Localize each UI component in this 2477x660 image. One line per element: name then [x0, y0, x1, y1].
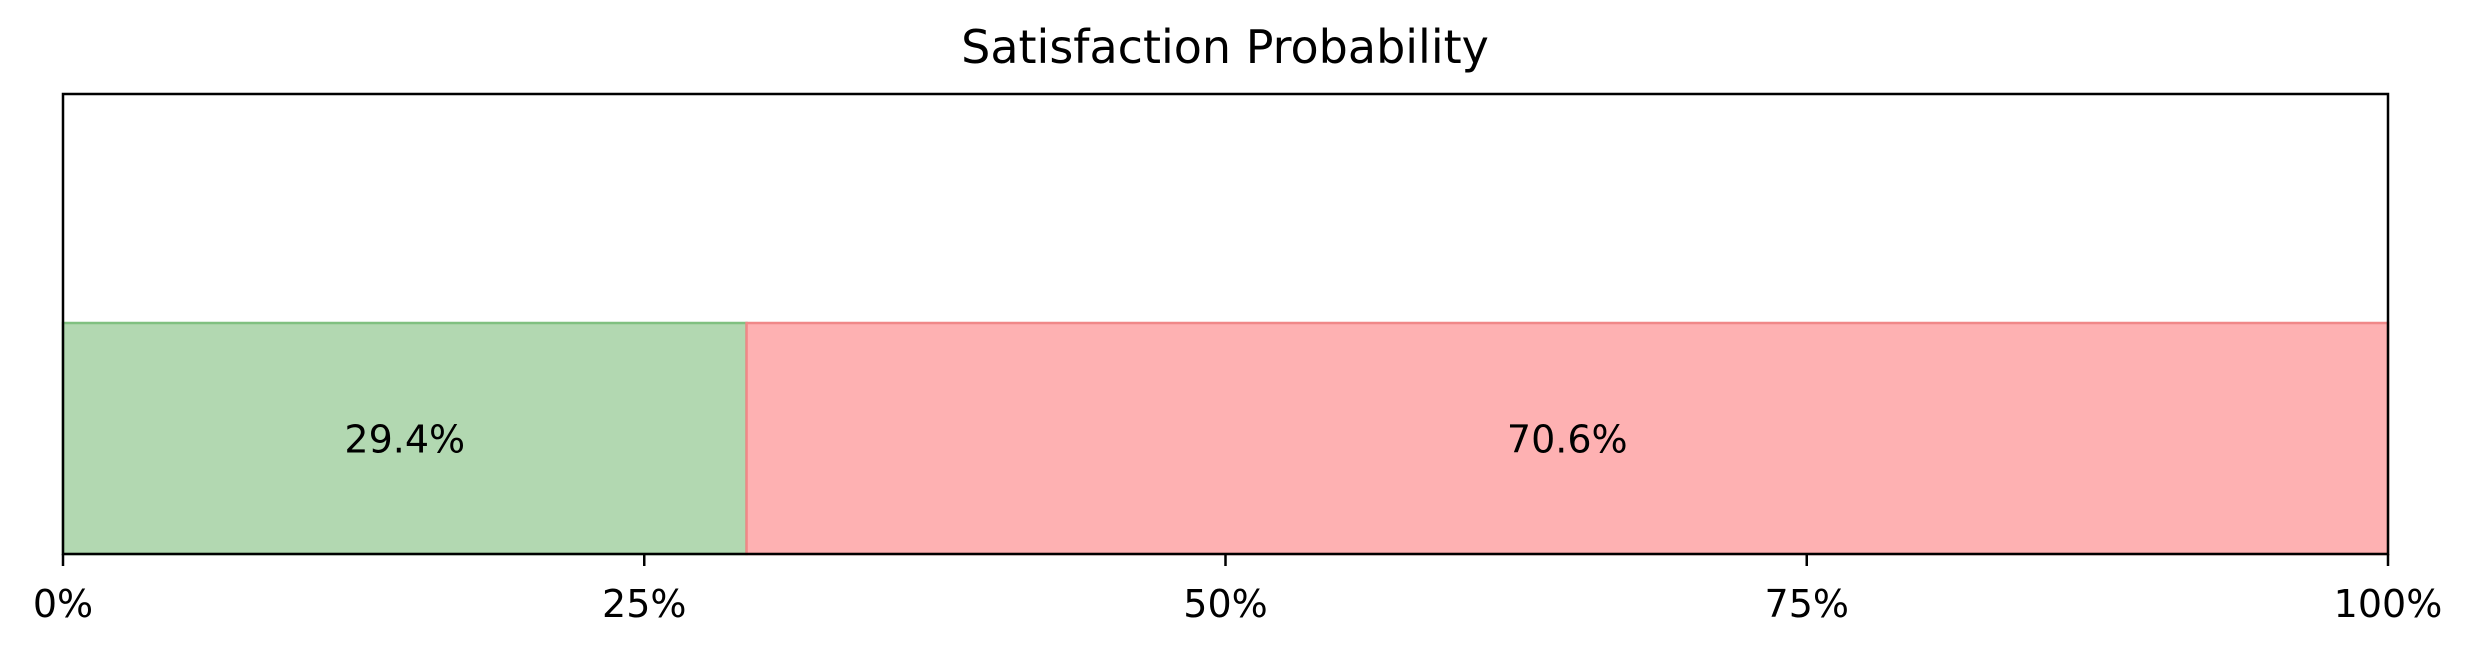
bar-data-label-1: 29.4% — [344, 418, 465, 462]
x-tick-label-0: 0% — [33, 582, 93, 626]
x-tick-label-2: 50% — [1183, 582, 1267, 626]
x-axis-ticks: 0% 25% 50% 75% 100% — [33, 554, 2442, 626]
bar-segment-1 — [61, 321, 748, 556]
x-tick-label-4: 100% — [2334, 582, 2443, 626]
x-tick-label-1: 25% — [602, 582, 686, 626]
data-labels-layer: 29.4% 70.6% — [344, 418, 1627, 462]
bar-data-label-2: 70.6% — [1507, 418, 1628, 462]
bars-layer — [61, 321, 2390, 556]
bar-segment-2 — [745, 321, 2390, 556]
x-tick-label-3: 75% — [1765, 582, 1849, 626]
chart-title: Satisfaction Probability — [961, 20, 1489, 74]
